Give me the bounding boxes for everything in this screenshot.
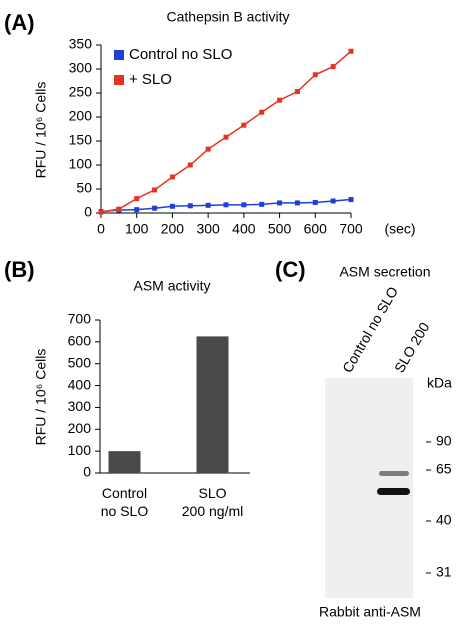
y-tick-label: 400 — [68, 376, 92, 392]
bar — [196, 336, 229, 473]
legend-swatch — [114, 75, 124, 85]
y-tick-label: 600 — [68, 333, 92, 349]
data-point — [241, 122, 247, 128]
panel-label: (B) — [4, 257, 35, 282]
data-point — [169, 203, 175, 209]
y-tick-label: 50 — [76, 180, 92, 196]
chart-title: Cathepsin B activity — [167, 9, 290, 25]
x-tick-label: 700 — [339, 221, 363, 237]
marker-label: 90 — [436, 433, 452, 449]
blot-band — [377, 488, 410, 495]
data-point — [187, 162, 193, 168]
legend-swatch — [114, 50, 124, 60]
x-tick-label: 100 — [125, 221, 149, 237]
marker-label: 65 — [436, 461, 452, 477]
data-point — [205, 146, 211, 152]
data-point — [277, 97, 283, 103]
bar — [108, 451, 141, 473]
legend-label: Control no SLO — [129, 46, 232, 63]
y-tick-label: 150 — [69, 132, 93, 148]
y-tick-label: 300 — [69, 60, 93, 76]
data-point — [259, 109, 265, 115]
blot-band — [379, 471, 409, 476]
marker-label: 31 — [436, 564, 452, 580]
y-axis-label: RFU / 10⁶ Cells — [33, 349, 49, 446]
data-point — [294, 200, 300, 206]
y-tick-label: 200 — [69, 108, 93, 124]
y-tick-label: 350 — [69, 36, 93, 52]
y-tick-label: 200 — [68, 420, 92, 436]
x-axis-label: (sec) — [384, 221, 415, 237]
panel-label: (A) — [4, 10, 35, 35]
lane-label: Control no SLO — [339, 284, 401, 376]
data-point — [277, 200, 283, 206]
chart-title: ASM secretion — [339, 264, 430, 280]
data-point — [223, 134, 229, 140]
data-point — [259, 201, 265, 207]
data-point — [152, 205, 158, 211]
x-tick-label: 0 — [97, 221, 105, 237]
data-point — [134, 196, 140, 202]
y-tick-label: 100 — [68, 442, 92, 458]
y-axis-label: RFU / 10⁶ Cells — [33, 82, 49, 179]
panel-label: (C) — [275, 257, 306, 282]
data-point — [116, 206, 122, 212]
y-tick-label: 0 — [83, 464, 91, 480]
data-point — [169, 174, 175, 180]
y-tick-label: 250 — [69, 84, 93, 100]
y-tick-label: 500 — [68, 354, 92, 370]
x-tick-label: Control no SLO — [100, 485, 149, 519]
data-point — [312, 72, 318, 78]
y-tick-label: 100 — [69, 156, 93, 172]
caption: Rabbit anti-ASM — [319, 604, 421, 620]
data-point — [223, 202, 229, 208]
lane-label: SLO 200 — [391, 319, 433, 375]
data-point — [348, 48, 354, 54]
unit-label: kDa — [427, 375, 452, 391]
data-point — [187, 203, 193, 209]
legend-label: + SLO — [129, 71, 172, 88]
x-tick-label: 300 — [196, 221, 220, 237]
data-point — [294, 89, 300, 95]
x-tick-label: SLO 200 ng/ml — [181, 485, 244, 519]
data-point — [330, 198, 336, 204]
data-point — [312, 199, 318, 205]
x-tick-label: 400 — [232, 221, 256, 237]
data-point — [348, 197, 354, 203]
x-tick-label: 200 — [161, 221, 185, 237]
data-point — [98, 209, 104, 215]
y-tick-label: 300 — [68, 398, 92, 414]
x-tick-label: 600 — [304, 221, 328, 237]
data-point — [152, 187, 158, 193]
y-tick-label: 700 — [68, 311, 92, 327]
y-tick-label: 0 — [84, 204, 92, 220]
data-point — [241, 202, 247, 208]
chart-title: ASM activity — [133, 278, 210, 294]
data-point — [134, 207, 140, 213]
data-point — [330, 64, 336, 70]
x-tick-label: 500 — [268, 221, 292, 237]
data-point — [205, 202, 211, 208]
marker-label: 40 — [436, 512, 452, 528]
